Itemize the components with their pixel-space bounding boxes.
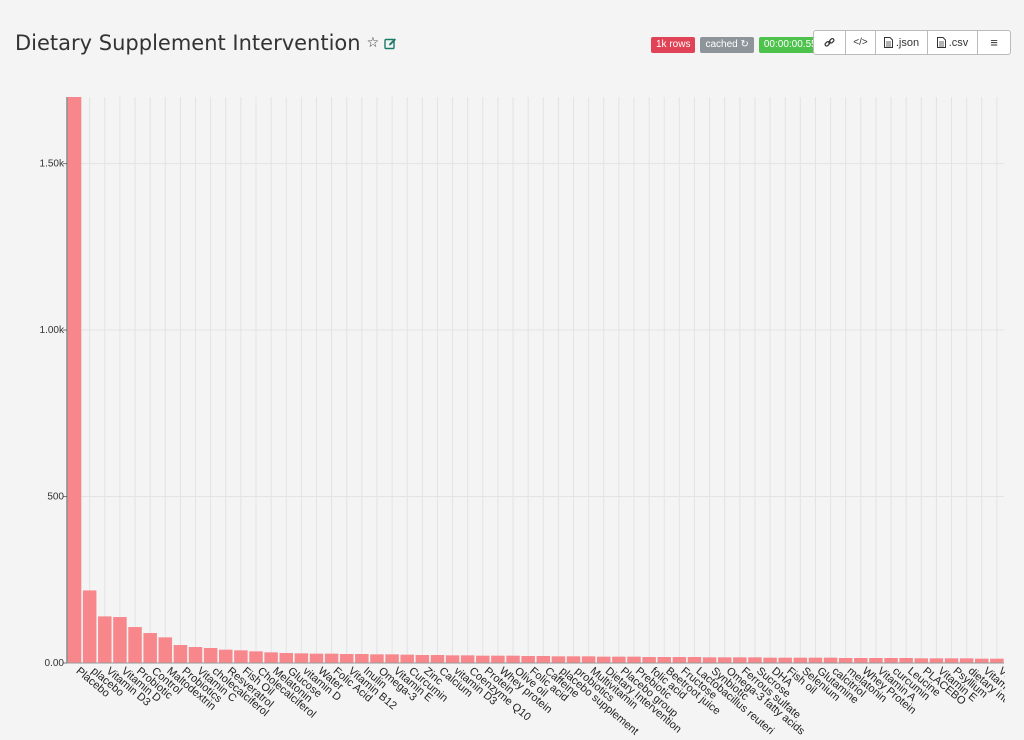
- bar-14: [264, 652, 278, 663]
- bar-46: [748, 657, 762, 663]
- edit-icon[interactable]: [384, 37, 397, 50]
- menu-icon: ≡: [990, 35, 998, 50]
- bar-30: [506, 655, 520, 663]
- file-icon: [883, 37, 893, 48]
- page-title: Dietary Supplement Intervention ☆: [15, 31, 397, 55]
- bar-27: [460, 655, 475, 663]
- code-button[interactable]: </>: [846, 31, 876, 54]
- file-icon: [936, 37, 946, 48]
- star-icon[interactable]: ☆: [366, 35, 380, 51]
- cached-label: cached: [705, 39, 738, 50]
- y-tick-label: 1.50k: [40, 159, 65, 170]
- bar-41: [672, 657, 687, 663]
- bar-32: [536, 656, 551, 663]
- bar-53: [854, 658, 868, 663]
- bar-5: [128, 627, 142, 663]
- bar-22: [385, 654, 399, 663]
- bar-35: [581, 656, 596, 663]
- bar-51: [823, 657, 838, 663]
- bar-47: [763, 657, 777, 663]
- bar-62: [990, 658, 1004, 663]
- query-time-badge: 00:00:00.55: [758, 37, 822, 53]
- status-badges: 1k rows cached ↻ 00:00:00.55: [651, 37, 822, 53]
- csv-button[interactable]: .csv: [928, 31, 978, 54]
- bar-60: [959, 658, 974, 663]
- bar-15: [279, 653, 293, 663]
- bar-43: [702, 657, 717, 663]
- bar-45: [733, 657, 747, 663]
- bar-21: [370, 654, 384, 663]
- bar-55: [884, 658, 898, 663]
- csv-label: .csv: [948, 36, 969, 49]
- bar-9: [188, 647, 203, 663]
- bar-6: [143, 633, 157, 663]
- toolbar: </> .json .csv ≡: [813, 30, 1011, 55]
- y-tick-label: 0.00: [45, 658, 65, 669]
- bar-58: [929, 658, 944, 663]
- bar-25: [430, 655, 445, 663]
- bar-57: [914, 658, 929, 663]
- bar-29: [491, 655, 505, 663]
- bar-12: [234, 650, 248, 663]
- rows-badge: 1k rows: [651, 37, 696, 53]
- bar-4: [113, 617, 127, 663]
- bar-39: [642, 657, 656, 663]
- chart-title: Dietary Supplement Intervention: [15, 31, 361, 55]
- bar-42: [687, 657, 702, 663]
- bar-7: [158, 637, 173, 663]
- bar-19: [339, 654, 354, 663]
- bar-33: [551, 656, 566, 663]
- bar-59: [944, 658, 959, 663]
- bar-11: [219, 649, 233, 663]
- bar-40: [657, 657, 671, 663]
- bar-28: [476, 655, 490, 663]
- bar-54: [869, 658, 883, 663]
- y-tick-label: 500: [47, 492, 64, 503]
- json-button[interactable]: .json: [876, 31, 928, 54]
- refresh-icon: ↻: [740, 39, 749, 50]
- menu-button[interactable]: ≡: [978, 31, 1010, 54]
- bar-34: [566, 656, 581, 663]
- bar-13: [249, 651, 263, 663]
- bar-61: [975, 658, 989, 663]
- bar-2: [82, 590, 97, 663]
- code-icon: </>: [853, 37, 868, 48]
- bar-26: [445, 655, 460, 663]
- bar-16: [294, 653, 309, 663]
- bar-36: [597, 656, 611, 663]
- json-label: .json: [895, 36, 920, 49]
- bar-38: [627, 656, 641, 663]
- link-button[interactable]: [814, 31, 846, 54]
- bar-56: [899, 658, 913, 663]
- bar-1: [67, 97, 82, 663]
- cached-badge[interactable]: cached ↻: [700, 37, 754, 53]
- link-icon: [824, 37, 835, 47]
- y-tick-label: 1.00k: [40, 325, 65, 336]
- bar-17: [309, 653, 324, 663]
- bar-44: [717, 657, 732, 663]
- bar-8: [173, 645, 188, 663]
- bar-20: [355, 654, 369, 663]
- bar-50: [808, 657, 823, 663]
- bar-18: [324, 653, 339, 663]
- x-tick-label: VS: [996, 665, 1015, 684]
- bar-24: [415, 655, 430, 663]
- bar-3: [98, 616, 112, 663]
- bar-23: [400, 654, 414, 663]
- bar-37: [612, 656, 626, 663]
- bar-10: [203, 648, 218, 663]
- bar-52: [838, 658, 853, 663]
- bar-31: [521, 656, 535, 663]
- bar-49: [793, 657, 808, 663]
- bar-48: [778, 657, 792, 663]
